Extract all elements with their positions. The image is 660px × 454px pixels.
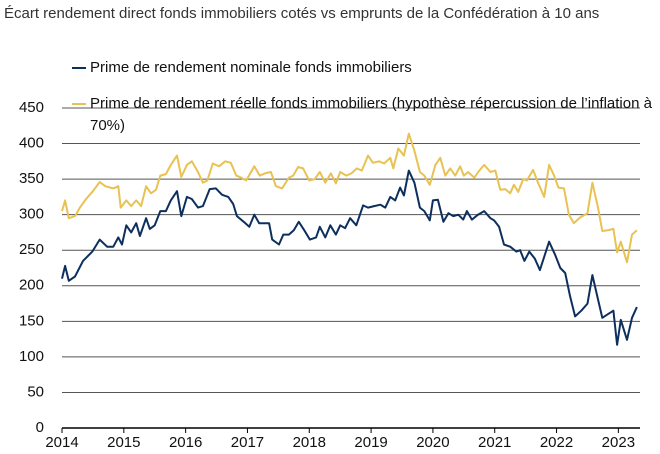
x-tick-label: 2019	[354, 434, 387, 451]
legend-swatch	[72, 67, 86, 69]
chart-title: Écart rendement direct fonds immobiliers…	[4, 5, 600, 22]
legend-swatch	[72, 103, 86, 105]
y-tick-label: 200	[19, 277, 44, 294]
legend-entry: Prime de rendement réelle fonds immobili…	[72, 93, 652, 137]
y-tick-label: 0	[36, 419, 44, 436]
y-tick-label: 250	[19, 241, 44, 258]
y-tick-label: 450	[19, 99, 44, 116]
x-tick-label: 2023	[602, 434, 635, 451]
x-tick-label: 2015	[107, 434, 140, 451]
legend-label: Prime de rendement nominale fonds immobi…	[90, 59, 412, 76]
y-tick-label: 300	[19, 206, 44, 223]
x-tick-label: 2017	[231, 434, 264, 451]
y-tick-label: 150	[19, 312, 44, 329]
x-tick-label: 2021	[478, 434, 511, 451]
y-tick-label: 100	[19, 348, 44, 365]
x-tick-label: 2016	[169, 434, 202, 451]
y-tick-label: 350	[19, 170, 44, 187]
x-tick-label: 2020	[416, 434, 449, 451]
legend-label: Prime de rendement réelle fonds immobili…	[90, 95, 652, 134]
x-tick-label: 2014	[45, 434, 78, 451]
y-tick-label: 50	[27, 383, 44, 400]
series-line	[61, 169, 638, 346]
x-tick-label: 2018	[293, 434, 326, 451]
x-tick-label: 2022	[540, 434, 573, 451]
series-line	[61, 132, 638, 264]
y-tick-label: 400	[19, 135, 44, 152]
legend-entry: Prime de rendement nominale fonds immobi…	[72, 57, 632, 79]
